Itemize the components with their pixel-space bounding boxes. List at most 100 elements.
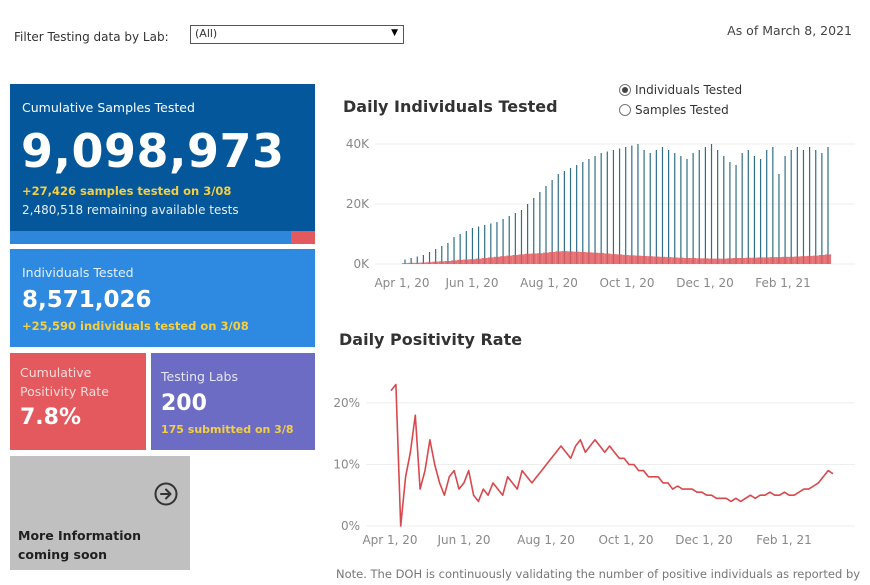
positive-bar	[708, 258, 715, 264]
samples-value: 9,098,973	[21, 124, 285, 178]
positive-bar	[739, 258, 746, 264]
testing-labs-card: Testing Labs 200 175 submitted on 3/8	[151, 353, 315, 450]
positive-bar	[549, 252, 556, 264]
tested-bar	[594, 156, 596, 264]
positive-bar	[487, 257, 494, 264]
tested-bar	[416, 256, 418, 264]
tested-bar	[809, 147, 811, 264]
radio-selected-icon[interactable]	[619, 84, 631, 96]
tested-bar	[790, 150, 792, 264]
positive-bar	[622, 255, 629, 264]
tested-bar	[484, 225, 486, 264]
tested-bar	[759, 159, 762, 264]
cumulative-samples-card: Cumulative Samples Tested 9,098,973 +27,…	[10, 84, 315, 244]
tested-bar	[631, 145, 633, 264]
tested-bar	[729, 162, 731, 264]
radio-unselected-icon[interactable]	[619, 104, 631, 116]
tested-bar	[655, 150, 657, 264]
tested-bar	[674, 153, 676, 264]
positive-bar	[665, 257, 672, 264]
lab-filter-value: (All)	[195, 27, 218, 40]
tested-bar	[588, 159, 590, 264]
tested-bar	[643, 150, 645, 264]
positive-bar	[414, 262, 421, 264]
tested-bar	[717, 150, 719, 264]
tested-bar	[815, 150, 817, 264]
daily-positivity-chart: 0% 10% 20% Apr 1, 20 Jun 1, 20 Aug 1, 20 Oct 1…	[333, 383, 855, 547]
labs-value: 200	[161, 391, 207, 416]
daily-individuals-chart-title: Daily Individuals Tested	[343, 97, 558, 116]
positivity-value: 7.8%	[20, 405, 82, 430]
positive-bar	[493, 256, 501, 264]
positive-bar	[530, 253, 537, 264]
positive-bar	[450, 260, 458, 264]
positive-bar	[469, 259, 476, 264]
individuals-tested-card: Individuals Tested 8,571,026 +25,590 ind…	[10, 249, 315, 347]
positive-bar	[702, 258, 709, 264]
positive-bar	[475, 258, 482, 264]
tested-bar	[459, 234, 461, 264]
daily-individuals-chart: 0K 20K 40K Apr 1, 20 Jun 1, 20 Aug 1, 20 Oct 1…	[346, 137, 855, 290]
positive-bar	[585, 252, 592, 264]
tests-progress-bar	[10, 231, 315, 244]
samples-title: Cumulative Samples Tested	[22, 100, 195, 115]
tested-bar	[514, 213, 516, 264]
positive-bar	[763, 257, 770, 264]
tested-bar	[422, 255, 424, 264]
tested-bar	[753, 156, 756, 264]
positivity-line	[390, 383, 834, 527]
positive-bar	[818, 255, 825, 264]
tested-bar	[661, 147, 664, 264]
lab-filter-select[interactable]: (All) ▼	[190, 25, 404, 44]
positive-bar	[555, 251, 562, 264]
positive-bar	[806, 255, 813, 264]
positive-bar	[690, 258, 697, 264]
individuals-value: 8,571,026	[22, 287, 152, 313]
tested-bar	[692, 153, 694, 264]
positive-bar	[598, 252, 605, 264]
tested-bar	[606, 151, 608, 264]
toggle-samples-tested[interactable]: Samples Tested	[619, 103, 729, 117]
individuals-daily-change: +25,590 individuals tested on 3/08	[22, 319, 249, 333]
tested-bar	[410, 258, 412, 264]
tested-bar	[428, 252, 431, 264]
positive-bar	[524, 253, 531, 264]
x-tick-label: Oct 1, 20	[599, 276, 654, 290]
positive-bar	[788, 256, 795, 264]
tested-bar	[496, 222, 498, 264]
more-information-card[interactable]: More Information coming soon	[10, 456, 190, 570]
toggle-samples-label: Samples Tested	[635, 103, 729, 117]
positive-bar	[401, 263, 409, 264]
positive-bar	[683, 258, 691, 264]
tested-bar	[447, 243, 449, 264]
arrow-right-circle-icon[interactable]	[154, 482, 178, 506]
tested-bar	[477, 226, 480, 264]
positive-bar	[628, 255, 635, 264]
y-tick-label: 0K	[353, 257, 370, 271]
positive-bar	[732, 258, 740, 264]
positive-bar	[512, 255, 519, 264]
positive-bar	[659, 256, 666, 264]
toggle-individuals-tested[interactable]: Individuals Tested	[619, 83, 742, 97]
tested-bar	[441, 246, 443, 264]
positive-bar	[800, 256, 807, 264]
tested-bar	[704, 147, 706, 264]
positive-bar	[420, 262, 427, 264]
x-tick-label: Dec 1, 20	[675, 533, 733, 547]
tested-bar	[668, 150, 670, 264]
toggle-individuals-label: Individuals Tested	[635, 83, 743, 97]
positive-bar	[812, 255, 819, 264]
positivity-rate-card: Cumulative Positivity Rate 7.8%	[10, 353, 146, 450]
tested-bar	[723, 156, 725, 264]
positivity-title: Cumulative Positivity Rate	[20, 365, 109, 399]
labs-submitted: 175 submitted on 3/8	[161, 423, 294, 436]
tested-bar	[576, 165, 578, 264]
x-tick-label: Dec 1, 20	[676, 276, 734, 290]
positive-bar	[567, 251, 574, 264]
tested-bar	[741, 153, 743, 264]
y-tick-label: 0%	[341, 519, 360, 533]
tested-bar	[686, 159, 688, 264]
x-tick-label: Feb 1, 21	[755, 276, 811, 290]
positive-bar	[573, 251, 580, 264]
tested-bar	[698, 150, 700, 264]
